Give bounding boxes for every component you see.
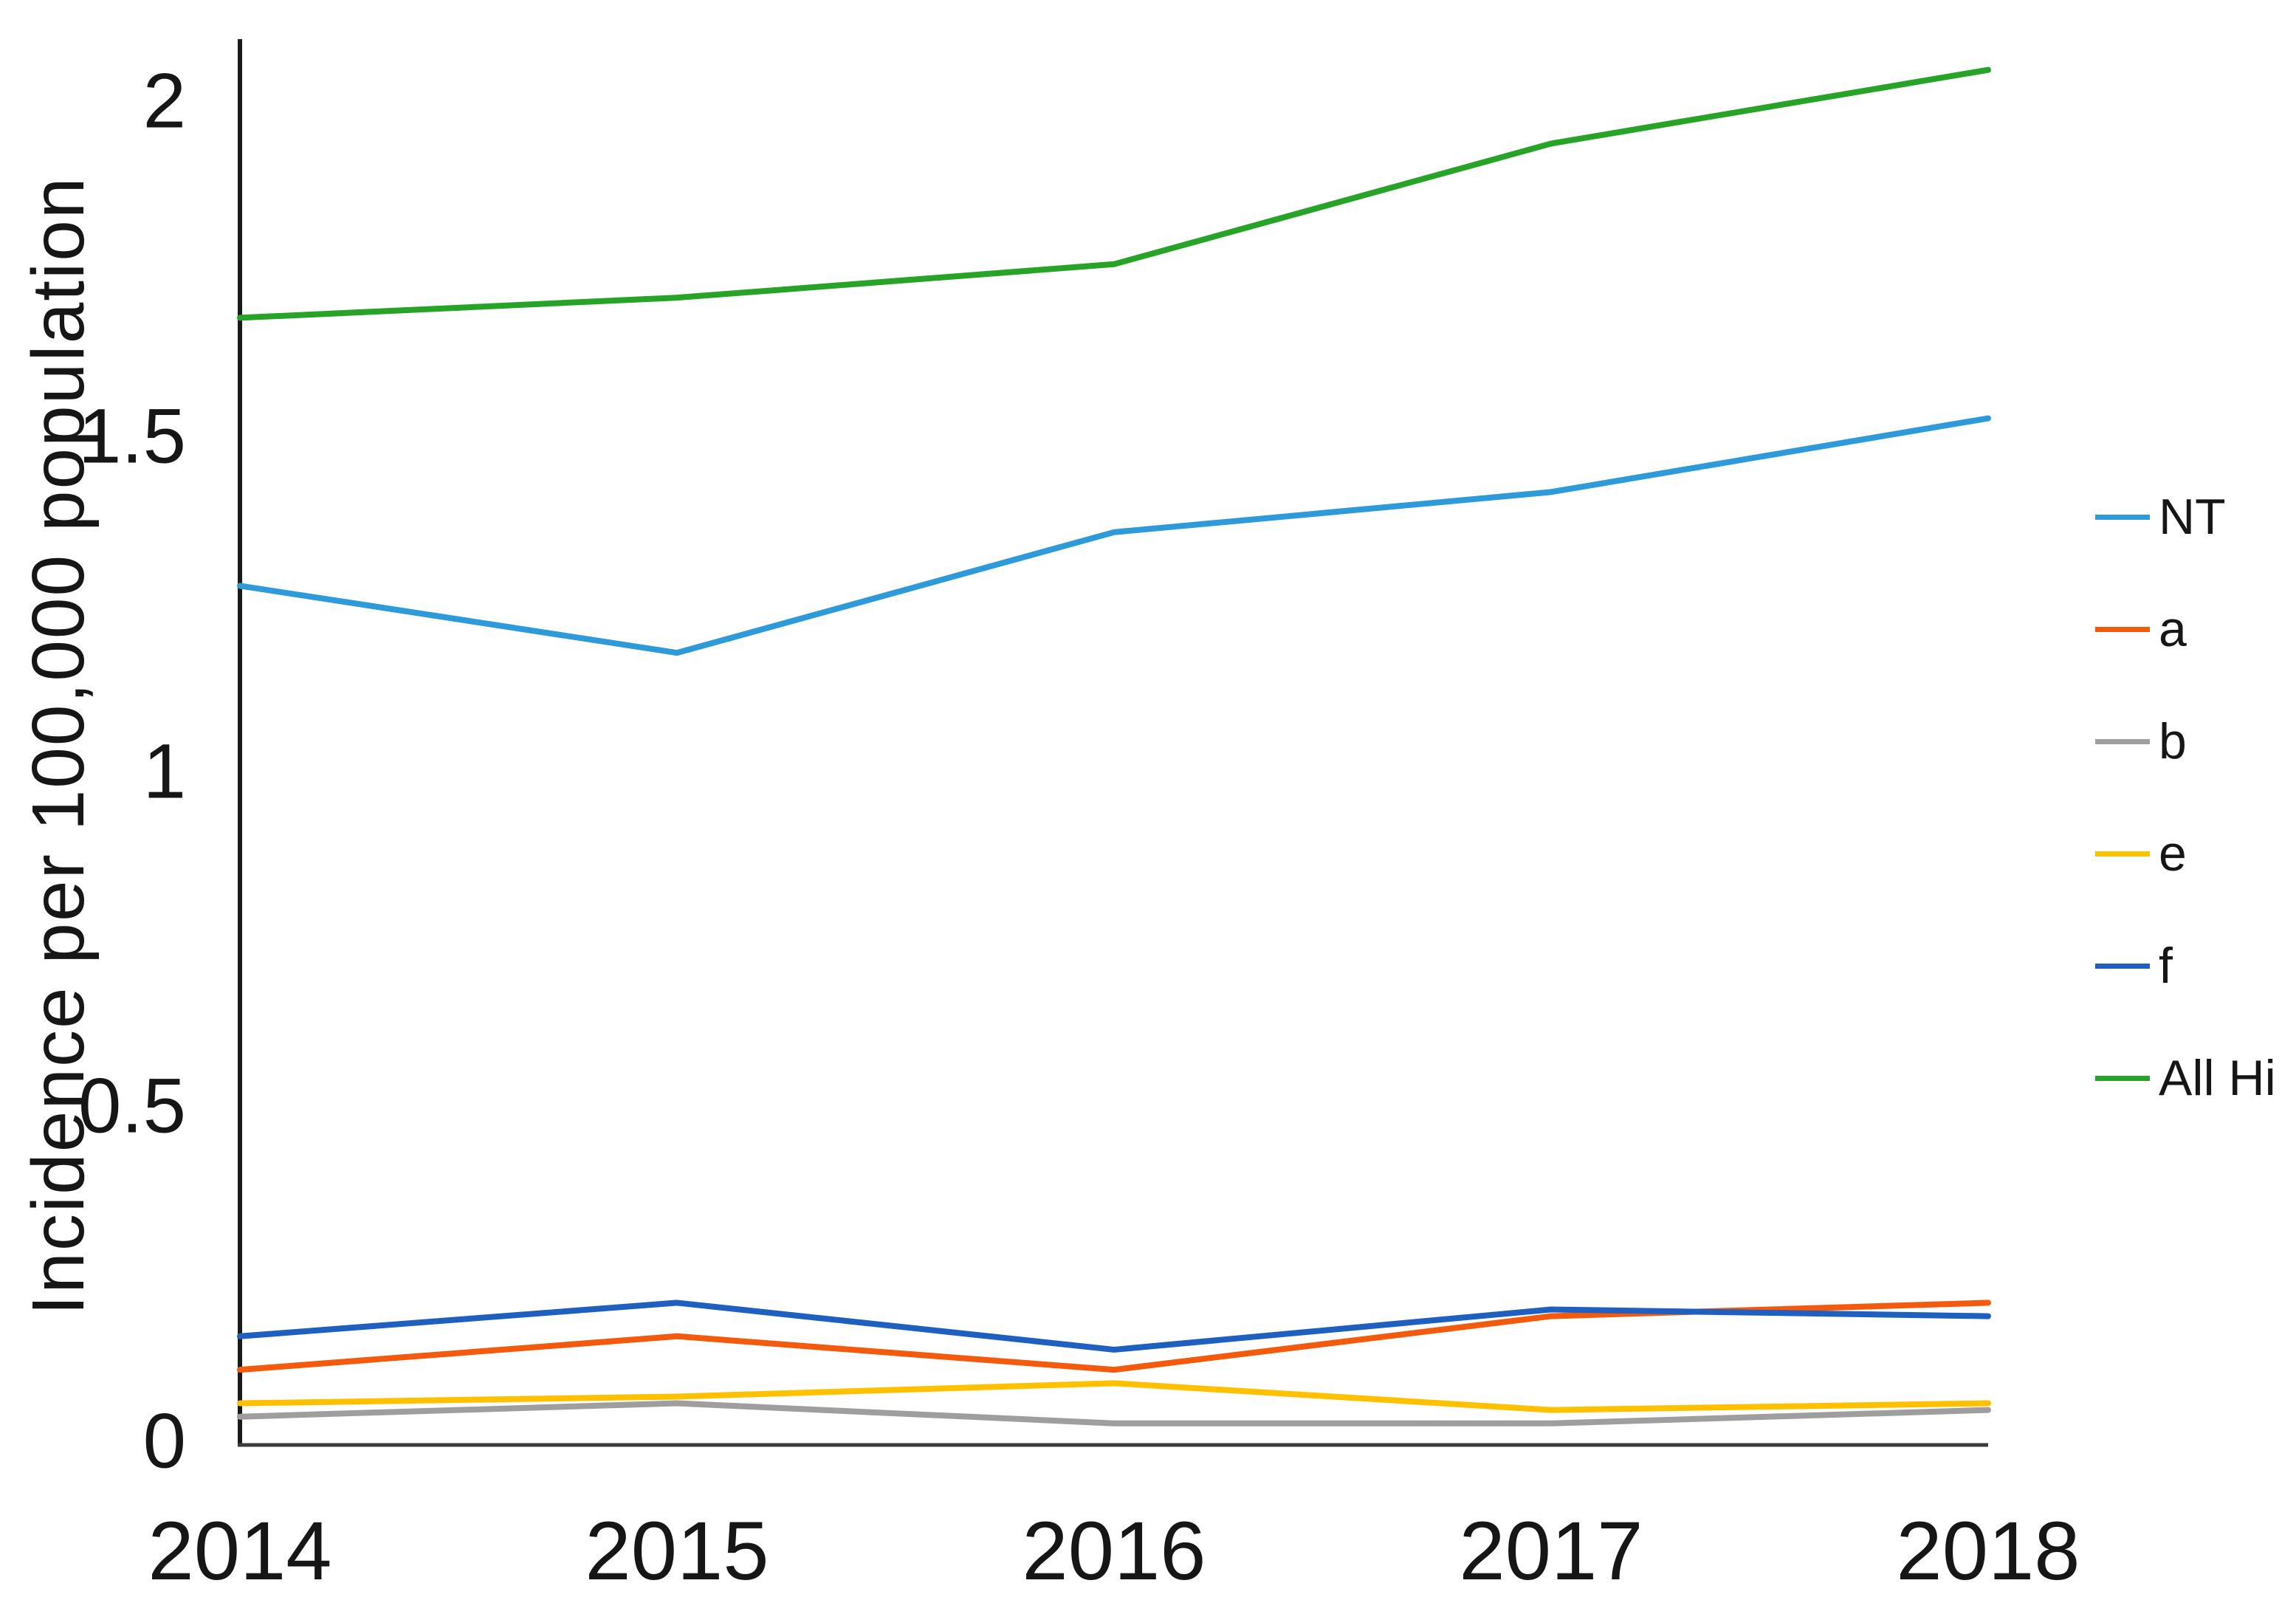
y-tick-label-1: 1 <box>142 728 186 815</box>
legend-label: b <box>2159 713 2187 769</box>
y-tick-label-1.5: 1.5 <box>78 393 186 480</box>
legend-item-a: a <box>2095 600 2187 658</box>
legend-item-e: e <box>2095 825 2187 882</box>
legend-label: a <box>2159 601 2187 657</box>
legend-label: All Hi <box>2159 1050 2276 1106</box>
legend-label: f <box>2159 938 2173 994</box>
x-tick-label-2015: 2015 <box>585 1505 769 1597</box>
y-tick-label-2: 2 <box>142 58 186 145</box>
series-line-all-hi <box>237 66 1991 321</box>
x-tick-label-2016: 2016 <box>1022 1505 1206 1597</box>
legend-swatch-icon <box>2095 1075 2150 1081</box>
legend-swatch-icon <box>2095 514 2150 520</box>
legend-item-all-hi: All Hi <box>2095 1049 2276 1107</box>
legend-item-b: b <box>2095 713 2187 770</box>
x-tick-label-2017: 2017 <box>1459 1505 1643 1597</box>
legend-swatch-icon <box>2095 626 2150 632</box>
legend-label: NT <box>2159 489 2226 545</box>
series-line-e <box>237 1380 1991 1413</box>
series-line-nt <box>237 415 1991 656</box>
series-line-b <box>237 1400 1991 1427</box>
legend-item-nt: NT <box>2095 488 2226 546</box>
legend-swatch-icon <box>2095 738 2150 744</box>
legend-label: e <box>2159 825 2187 882</box>
legend-item-f: f <box>2095 937 2173 995</box>
y-tick-label-0: 0 <box>142 1398 186 1485</box>
series-line-f <box>237 1300 1991 1353</box>
legend-swatch-icon <box>2095 851 2150 856</box>
y-tick-label-0.5: 0.5 <box>78 1062 186 1150</box>
x-tick-label-2014: 2014 <box>148 1505 332 1597</box>
x-tick-label-2018: 2018 <box>1896 1505 2080 1597</box>
legend-swatch-icon <box>2095 963 2150 969</box>
